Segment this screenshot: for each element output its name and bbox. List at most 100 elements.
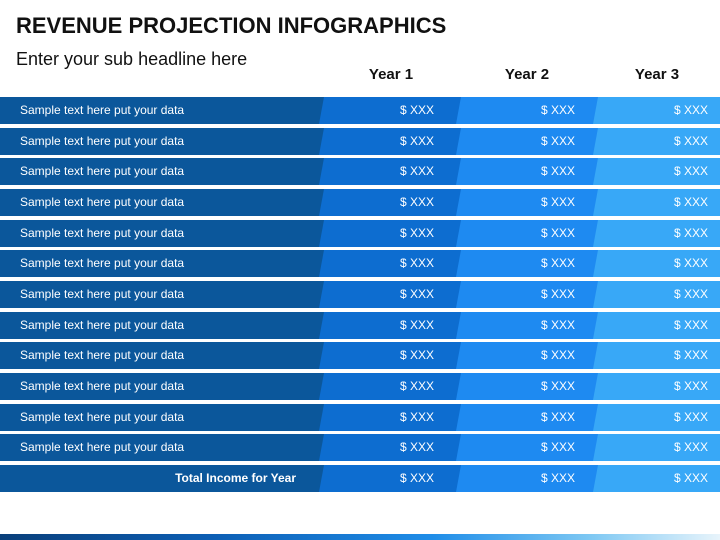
year-1-cell: $ XXX <box>319 404 462 431</box>
year-3-value: $ XXX <box>674 379 709 393</box>
page-title: REVENUE PROJECTION INFOGRAPHICS <box>16 13 447 38</box>
row-label-cell: Sample text here put your data <box>0 404 326 431</box>
row-label-cell: Sample text here put your data <box>0 342 326 369</box>
year-2-cell: $ XXX <box>456 312 599 339</box>
year-2-cell: $ XXX <box>456 158 599 185</box>
year-1-cell: $ XXX <box>319 342 462 369</box>
table-row: Sample text here put your data $ XXX $ X… <box>0 434 720 461</box>
year-2-value: $ XXX <box>541 195 576 209</box>
row-label: Sample text here put your data <box>20 226 185 240</box>
row-label: Sample text here put your data <box>20 318 185 332</box>
year-1-value: $ XXX <box>400 379 435 393</box>
row-label: Sample text here put your data <box>20 164 185 178</box>
row-label-cell: Sample text here put your data <box>0 220 326 247</box>
table-row: Sample text here put your data $ XXX $ X… <box>0 158 720 185</box>
total-label: Total Income for Year <box>175 471 296 485</box>
year-1-cell: $ XXX <box>319 158 462 185</box>
year-3-cell: $ XXX <box>593 312 720 339</box>
year-2-value: $ XXX <box>541 256 576 270</box>
year-1-cell: $ XXX <box>319 281 462 308</box>
row-label-cell: Sample text here put your data <box>0 434 326 461</box>
year-1-value: $ XXX <box>400 318 435 332</box>
row-label: Sample text here put your data <box>20 348 185 362</box>
row-label-cell: Sample text here put your data <box>0 373 326 400</box>
row-label: Sample text here put your data <box>20 134 185 148</box>
column-header-year-3: Year 3 <box>634 66 680 83</box>
year-1-cell: $ XXX <box>319 128 462 155</box>
row-label: Sample text here put your data <box>20 440 185 454</box>
year-1-cell: $ XXX <box>319 373 462 400</box>
row-label: Sample text here put your data <box>20 410 185 424</box>
table-row: Sample text here put your data $ XXX $ X… <box>0 281 720 308</box>
year-3-value: $ XXX <box>674 226 709 240</box>
year-1-value: $ XXX <box>400 440 435 454</box>
year-1-value: $ XXX <box>400 348 435 362</box>
year-2-value: $ XXX <box>541 348 576 362</box>
year-1-cell: $ XXX <box>319 312 462 339</box>
year-3-cell: $ XXX <box>593 250 720 277</box>
year-2-value: $ XXX <box>541 103 576 117</box>
year-1-cell: $ XXX <box>319 220 462 247</box>
year-3-cell: $ XXX <box>593 281 720 308</box>
year-1-cell: $ XXX <box>319 189 462 216</box>
year-1-cell: $ XXX <box>319 97 462 124</box>
year-2-cell: $ XXX <box>456 434 599 461</box>
total-year-3-cell: $ XXX <box>593 465 720 492</box>
year-2-cell: $ XXX <box>456 189 599 216</box>
total-row: Total Income for Year $ XXX $ XXX $ XXX <box>0 465 720 492</box>
year-2-cell: $ XXX <box>456 220 599 247</box>
year-3-cell: $ XXX <box>593 220 720 247</box>
total-label-cell: Total Income for Year <box>0 465 326 492</box>
year-2-value: $ XXX <box>541 134 576 148</box>
row-label-cell: Sample text here put your data <box>0 281 326 308</box>
year-3-value: $ XXX <box>674 195 709 209</box>
decorative-bottom-bar <box>0 534 720 540</box>
year-2-value: $ XXX <box>541 287 576 301</box>
year-3-value: $ XXX <box>674 440 709 454</box>
year-3-value: $ XXX <box>674 134 709 148</box>
year-1-value: $ XXX <box>400 410 435 424</box>
table-row: Sample text here put your data $ XXX $ X… <box>0 189 720 216</box>
table-row: Sample text here put your data $ XXX $ X… <box>0 128 720 155</box>
year-3-cell: $ XXX <box>593 128 720 155</box>
row-label: Sample text here put your data <box>20 103 185 117</box>
year-1-value: $ XXX <box>400 226 435 240</box>
page-subtitle: Enter your sub headline here <box>16 49 248 69</box>
year-2-value: $ XXX <box>541 440 576 454</box>
year-3-value: $ XXX <box>674 287 709 301</box>
year-3-value: $ XXX <box>674 256 709 270</box>
year-2-value: $ XXX <box>541 318 576 332</box>
year-2-value: $ XXX <box>541 379 576 393</box>
year-1-value: $ XXX <box>400 103 435 117</box>
year-1-value: $ XXX <box>400 164 435 178</box>
total-year-2-cell: $ XXX <box>456 465 599 492</box>
year-3-value: $ XXX <box>674 348 709 362</box>
table-row: Sample text here put your data $ XXX $ X… <box>0 373 720 400</box>
row-label: Sample text here put your data <box>20 379 185 393</box>
year-3-cell: $ XXX <box>593 189 720 216</box>
year-2-value: $ XXX <box>541 226 576 240</box>
row-label-cell: Sample text here put your data <box>0 128 326 155</box>
table-row: Sample text here put your data $ XXX $ X… <box>0 312 720 339</box>
year-3-cell: $ XXX <box>593 404 720 431</box>
total-year-3-value: $ XXX <box>674 471 709 485</box>
year-3-cell: $ XXX <box>593 97 720 124</box>
year-1-value: $ XXX <box>400 256 435 270</box>
year-2-cell: $ XXX <box>456 373 599 400</box>
year-3-cell: $ XXX <box>593 342 720 369</box>
row-label-cell: Sample text here put your data <box>0 312 326 339</box>
year-1-cell: $ XXX <box>319 250 462 277</box>
year-3-cell: $ XXX <box>593 434 720 461</box>
year-1-value: $ XXX <box>400 287 435 301</box>
year-3-value: $ XXX <box>674 103 709 117</box>
table-row: Sample text here put your data $ XXX $ X… <box>0 97 720 124</box>
total-year-1-cell: $ XXX <box>319 465 462 492</box>
total-year-1-value: $ XXX <box>400 471 435 485</box>
row-label-cell: Sample text here put your data <box>0 158 326 185</box>
row-label: Sample text here put your data <box>20 195 185 209</box>
table-row: Sample text here put your data $ XXX $ X… <box>0 220 720 247</box>
year-1-value: $ XXX <box>400 134 435 148</box>
table-row: Sample text here put your data $ XXX $ X… <box>0 250 720 277</box>
year-2-cell: $ XXX <box>456 342 599 369</box>
row-label: Sample text here put your data <box>20 256 185 270</box>
